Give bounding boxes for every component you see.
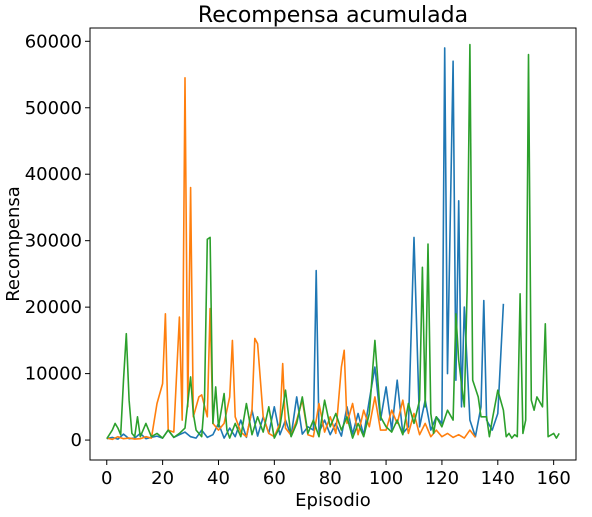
plot-area-frame [90, 28, 576, 460]
y-tick-label: 20000 [25, 297, 82, 318]
series-line-3 [107, 45, 559, 439]
y-tick-label: 30000 [25, 231, 82, 252]
x-tick-label: 60 [263, 468, 286, 489]
chart-title: Recompensa acumulada [198, 3, 468, 28]
x-tick-label: 100 [369, 468, 403, 489]
x-tick-label: 160 [536, 468, 570, 489]
y-axis-label: Recompensa [3, 186, 24, 302]
x-tick-label: 40 [207, 468, 230, 489]
series-layer [107, 45, 559, 440]
x-tick-label: 0 [101, 468, 112, 489]
x-tick-label: 140 [481, 468, 515, 489]
x-tick-label: 80 [319, 468, 342, 489]
y-tick-label: 0 [71, 430, 82, 451]
x-tick-label: 120 [425, 468, 459, 489]
x-tick-label: 20 [151, 468, 174, 489]
y-tick-label: 60000 [25, 31, 82, 52]
y-tick-label: 40000 [25, 164, 82, 185]
y-tick-label: 10000 [25, 364, 82, 385]
y-tick-label: 50000 [25, 98, 82, 119]
x-axis-label: Episodio [295, 490, 371, 511]
